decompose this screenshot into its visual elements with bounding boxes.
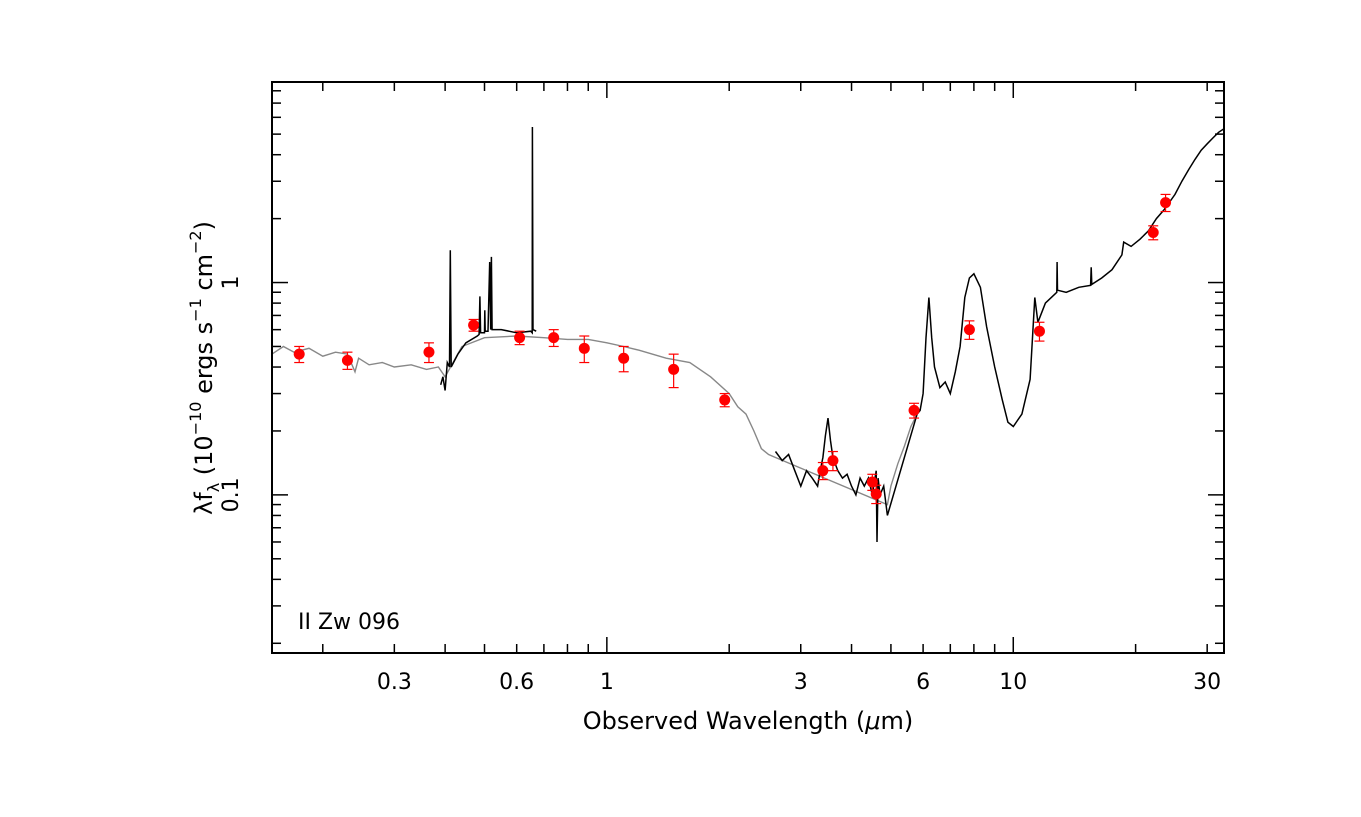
photometry-marker: [618, 352, 630, 364]
x-tick-label: 30: [1193, 670, 1221, 695]
photometry-marker: [817, 465, 829, 477]
y-tick-label: 0.1: [219, 477, 244, 512]
photometry-marker: [1147, 227, 1159, 239]
photometry-marker: [870, 488, 882, 500]
photometry-marker: [423, 346, 435, 358]
photometry-points: [293, 193, 1172, 505]
photometry-marker: [1033, 325, 1045, 337]
photometry-point: [963, 320, 975, 340]
photometry-marker: [1160, 197, 1172, 209]
object-label: II Zw 096: [298, 610, 400, 635]
photometry-marker: [578, 342, 590, 354]
photometry-point: [293, 345, 305, 364]
photometry-point: [827, 450, 839, 472]
series-layer: [271, 126, 1225, 543]
x-tick-label: 10: [999, 670, 1027, 695]
plot-frame: [271, 81, 1225, 654]
photometry-point: [719, 392, 731, 408]
photometry-marker: [293, 348, 305, 360]
photometry-point: [618, 345, 630, 373]
x-tick-label: 0.3: [377, 670, 412, 695]
photometry-point: [908, 402, 920, 419]
x-tick-label: 1: [600, 670, 614, 695]
photometry-point: [1033, 321, 1045, 342]
photometry-point: [578, 335, 590, 364]
photometry-marker: [908, 404, 920, 416]
photometry-point: [668, 353, 680, 389]
photometry-point: [548, 329, 560, 348]
x-tick-label: 3: [794, 670, 808, 695]
y-tick-label: 1: [219, 276, 244, 290]
photometry-marker: [827, 455, 839, 467]
x-tick-label: 6: [916, 670, 930, 695]
photometry-marker: [341, 354, 353, 366]
photometry-point: [1147, 225, 1159, 241]
photometry-point: [468, 318, 480, 332]
photometry-point: [817, 461, 829, 481]
photometry-marker: [963, 324, 975, 336]
photometry-point: [341, 351, 353, 370]
x-axis-title: Observed Wavelength (μm): [583, 707, 914, 735]
axis-ticks: 0.3 0.6 1 3 6 10 30 0.1 1: [219, 82, 1224, 695]
photometry-marker: [514, 332, 526, 344]
photometry-marker: [668, 363, 680, 375]
photometry-point: [1160, 193, 1172, 213]
photometry-point: [870, 484, 882, 505]
x-tick-label: 0.6: [499, 670, 534, 695]
photometry-point: [514, 330, 526, 346]
y-axis-title: λfλ (10−10 ergs s−1 cm−2): [186, 221, 223, 515]
photometry-marker: [548, 332, 560, 344]
photometry-point: [423, 342, 435, 364]
observed-spectrum-line: [439, 126, 537, 391]
photometry-marker: [468, 319, 480, 331]
photometry-marker: [719, 394, 731, 406]
model-sed-line: [271, 335, 918, 506]
observed-spectrum-line: [774, 128, 1225, 543]
